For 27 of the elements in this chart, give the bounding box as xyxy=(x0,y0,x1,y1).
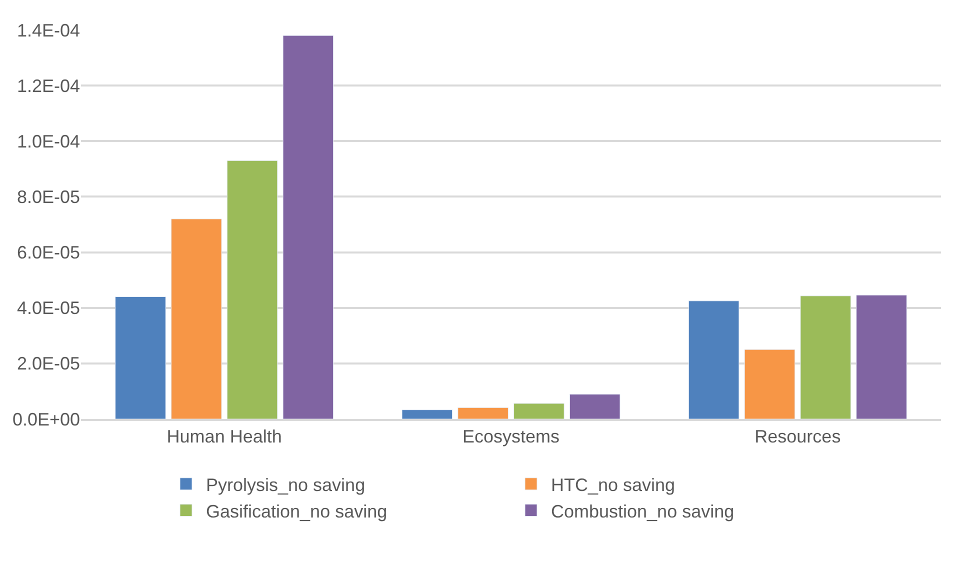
y-tick-label: 8.0E-05 xyxy=(16,187,80,208)
y-tick-label: 2.0E-05 xyxy=(16,354,80,374)
bar xyxy=(402,410,453,419)
x-tick-label: Human Health xyxy=(166,426,282,446)
bar xyxy=(226,160,278,419)
bar xyxy=(170,218,222,419)
bar xyxy=(744,349,796,419)
bar xyxy=(856,294,907,419)
bar xyxy=(569,394,620,419)
legend-label: Gasification_no saving xyxy=(206,501,388,522)
bar xyxy=(282,35,334,419)
y-tick-label: 4.0E-05 xyxy=(16,298,80,318)
x-tick-label: Ecosystems xyxy=(462,426,560,446)
y-tick-label: 1.4E-04 xyxy=(16,20,80,40)
y-tick-label: 1.0E-04 xyxy=(16,131,80,152)
bar xyxy=(115,296,166,419)
bar xyxy=(458,407,508,419)
y-tick-label: 0.0E+00 xyxy=(12,409,80,430)
legend-label: Combustion_no saving xyxy=(551,501,734,522)
bar xyxy=(514,403,564,419)
y-tick-label: 1.2E-04 xyxy=(16,76,80,96)
x-tick-label: Resources xyxy=(754,426,841,446)
legend-label: Pyrolysis_no saving xyxy=(206,474,366,495)
bar xyxy=(688,300,740,419)
bar xyxy=(800,296,852,419)
y-tick-label: 6.0E-05 xyxy=(16,242,80,263)
legend-label: HTC_no saving xyxy=(551,474,676,495)
